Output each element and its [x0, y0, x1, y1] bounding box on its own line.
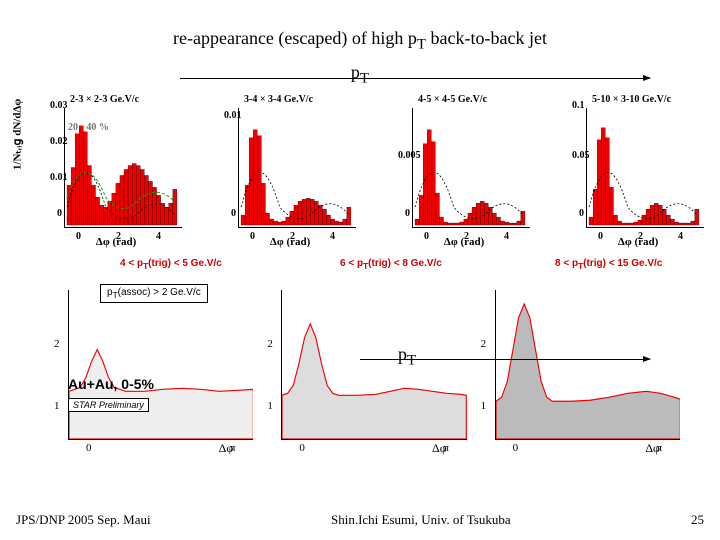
slide-footer: JPS/DNP 2005 Sep. Maui Shin.Ichi Esumi, …	[16, 512, 704, 528]
assoc-pt-box: pT(assoc) > 2 Ge.V/c	[100, 284, 208, 303]
phenix-preliminary: PHENIX Preliminary	[66, 214, 147, 224]
histogram	[239, 108, 356, 227]
chart-axes	[64, 108, 182, 228]
chart-axes	[412, 108, 530, 228]
chart-axes	[68, 290, 253, 440]
star-panel: Δφ 120π	[253, 280, 466, 470]
footer-center: Shin.Ichi Esumi, Univ. of Tsukuba	[331, 512, 511, 528]
series-label: 4-5 × 4-5 Ge.V/c	[418, 94, 487, 105]
trig-bin-label: 4 < pT(trig) < 5 Ge.V/c	[120, 258, 222, 271]
series-label: 2-3 × 2-3 Ge.V/c	[70, 94, 139, 105]
footer-right: 25	[691, 512, 704, 528]
histogram	[65, 108, 182, 227]
series-label: 3-4 × 3-4 Ge.V/c	[244, 94, 313, 105]
chart-axes	[586, 108, 704, 228]
pt-axis-label-bottom: pT	[398, 344, 416, 370]
pt-arrow-top	[180, 78, 650, 79]
correlation-histogram	[282, 290, 466, 439]
auau-centrality: Au+Au, 0-5%	[68, 376, 154, 392]
chart-axes	[281, 290, 466, 440]
trig-bin-label: 8 < pT(trig) < 15 Ge.V/c	[555, 258, 662, 271]
star-row: Δφ 120π Δφ 120π Δφ 120π	[40, 280, 680, 470]
correlation-histogram	[496, 290, 680, 439]
chart-axes	[238, 108, 356, 228]
y-axis-label: 1/Nₜᵣᵢ𝗀 dN/dΔφ	[11, 99, 24, 170]
footer-left: JPS/DNP 2005 Sep. Maui	[16, 512, 151, 528]
star-panel: Δφ 120π	[467, 280, 680, 470]
trig-bin-label: 6 < pT(trig) < 8 Ge.V/c	[340, 258, 442, 271]
phenix-panel: 5-10 × 3-10 Ge.V/c Δφ (rad) 00.050.1024	[542, 90, 710, 250]
correlation-histogram	[69, 290, 253, 439]
histogram	[413, 108, 530, 227]
phenix-panel: 3-4 × 3-4 Ge.V/c Δφ (rad) 00.01024	[194, 90, 362, 250]
slide-title: re-appearance (escaped) of high pT back-…	[0, 0, 720, 54]
chart-axes	[495, 290, 680, 440]
star-preliminary: STAR Preliminary	[68, 398, 149, 412]
star-panel: Δφ 120π	[40, 280, 253, 470]
histogram	[587, 108, 704, 227]
series-label: 5-10 × 3-10 Ge.V/c	[592, 94, 671, 105]
pt-arrow-bottom	[360, 359, 650, 360]
phenix-panel: 2-3 × 2-3 Ge.V/c 20 - 40 % 1/Nₜᵣᵢ𝗀 dN/dΔ…	[20, 90, 188, 250]
phenix-panel: 4-5 × 4-5 Ge.V/c Δφ (rad) 00.005024	[368, 90, 536, 250]
phenix-row: 2-3 × 2-3 Ge.V/c 20 - 40 % 1/Nₜᵣᵢ𝗀 dN/dΔ…	[20, 90, 710, 250]
pt-axis-label-top: pT	[0, 62, 720, 88]
